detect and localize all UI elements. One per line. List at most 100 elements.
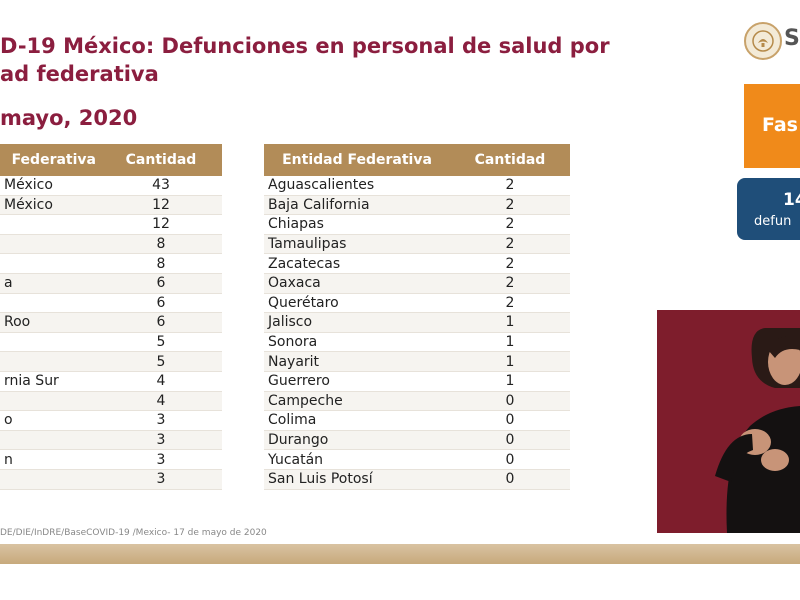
entidad-cell [0,351,100,372]
cantidad-cell: 2 [450,293,570,314]
entidad-cell [0,430,100,451]
entidad-cell [0,391,100,412]
orange-phase-label: Fas [762,114,798,136]
table-row: 12 [0,214,222,235]
table-row: Yucatán 0 [264,449,570,470]
logo-text: S [784,26,800,51]
cantidad-cell: 3 [100,410,222,431]
table-left: Federativa Cantidad México 43 México 12 12 8 8… [0,144,222,490]
cantidad-cell: 3 [100,449,222,470]
cantidad-cell: 1 [450,351,570,372]
table-row: Guerrero 1 [264,371,570,392]
orange-phase-box: Fas [744,84,800,168]
table-header-row: Federativa Cantidad [0,144,222,176]
entidad-cell [0,293,100,314]
table-row: 6 [0,293,222,314]
column-header-entidad: Entidad Federativa [264,144,450,176]
entidad-cell: rnia Sur [0,371,100,392]
entidad-cell: Roo [0,312,100,333]
entidad-cell: Baja California [264,195,450,216]
cantidad-cell: 12 [100,214,222,235]
entidad-cell: a [0,273,100,294]
cantidad-cell: 2 [450,195,570,216]
sign-language-interpreter-video [657,310,800,533]
cantidad-cell: 6 [100,293,222,314]
table-left-body: México 43 México 12 12 8 8 a 6 6 Roo 6 5 5 rnia Sur 4 4 o… [0,176,222,490]
entidad-cell: Guerrero [264,371,450,392]
cantidad-cell: 2 [450,234,570,255]
cantidad-cell: 43 [100,176,222,196]
entidad-cell: Oaxaca [264,273,450,294]
entidad-cell: Querétaro [264,293,450,314]
entidad-cell [0,332,100,353]
cantidad-cell: 5 [100,351,222,372]
cantidad-cell: 4 [100,391,222,412]
interpreter-figure-icon [715,328,800,533]
title-line-2: ad federativa [0,62,159,86]
cantidad-cell: 2 [450,214,570,235]
table-row: Roo 6 [0,312,222,333]
title-line-1: D-19 México: Defunciones en personal de … [0,34,610,58]
deaths-count-label: defun [754,214,792,229]
table-right: Entidad Federativa Cantidad Aguascalient… [264,144,570,490]
cantidad-cell: 3 [100,430,222,451]
entidad-cell: o [0,410,100,431]
cantidad-cell: 0 [450,469,570,490]
table-row: Campeche 0 [264,391,570,412]
table-row: Aguascalientes 2 [264,176,570,196]
entidad-cell: Tamaulipas [264,234,450,255]
entidad-cell: n [0,449,100,470]
table-row: Querétaro 2 [264,293,570,314]
entidad-cell: México [0,176,100,196]
cantidad-cell: 0 [450,391,570,412]
entidad-cell: San Luis Potosí [264,469,450,490]
table-row: 8 [0,253,222,274]
table-row: Nayarit 1 [264,351,570,372]
cantidad-cell: 3 [100,469,222,490]
entidad-cell: Campeche [264,391,450,412]
cantidad-cell: 5 [100,332,222,353]
table-row: San Luis Potosí 0 [264,469,570,490]
cantidad-cell: 12 [100,195,222,216]
deaths-count-number: 14 [783,190,800,210]
entidad-cell [0,234,100,255]
table-row: Zacatecas 2 [264,253,570,274]
column-header-entidad: Federativa [0,144,100,176]
table-row: 3 [0,430,222,451]
table-row: 4 [0,391,222,412]
cantidad-cell: 0 [450,410,570,431]
cantidad-cell: 0 [450,430,570,451]
cantidad-cell: 6 [100,273,222,294]
cantidad-cell: 2 [450,253,570,274]
eagle-seal-icon [752,30,774,52]
entidad-cell: Jalisco [264,312,450,333]
cantidad-cell: 6 [100,312,222,333]
table-row: Sonora 1 [264,332,570,353]
entidad-cell: Aguascalientes [264,176,450,196]
table-row: México 12 [0,195,222,216]
table-row: 5 [0,332,222,353]
table-row: Baja California 2 [264,195,570,216]
table-row: Colima 0 [264,410,570,431]
cantidad-cell: 4 [100,371,222,392]
cantidad-cell: 8 [100,234,222,255]
government-seal-logo [744,22,782,60]
entidad-cell: Colima [264,410,450,431]
table-row: Tamaulipas 2 [264,234,570,255]
entidad-cell [0,214,100,235]
entidad-cell: Sonora [264,332,450,353]
cantidad-cell: 0 [450,449,570,470]
cantidad-cell: 2 [450,176,570,196]
entidad-cell: Chiapas [264,214,450,235]
entidad-cell [0,469,100,490]
column-header-cantidad: Cantidad [100,144,222,176]
entidad-cell: Durango [264,430,450,451]
entidad-cell: Yucatán [264,449,450,470]
cantidad-cell: 1 [450,332,570,353]
source-footnote: DE/DIE/InDRE/BaseCOVID-19 /Mexico- 17 de… [0,528,267,538]
column-header-cantidad: Cantidad [450,144,570,176]
cantidad-cell: 8 [100,253,222,274]
